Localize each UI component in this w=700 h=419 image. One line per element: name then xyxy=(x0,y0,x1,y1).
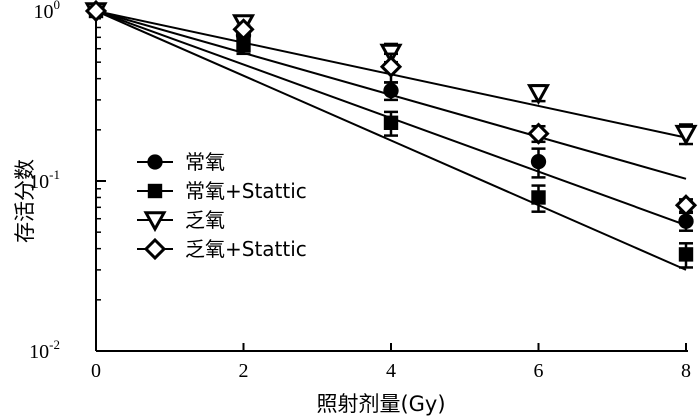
marker-square xyxy=(383,115,399,130)
x-tick-label: 2 xyxy=(239,360,249,382)
y-tick-label: 10-1 xyxy=(29,167,60,193)
marker-triangle xyxy=(526,84,551,105)
series-3 xyxy=(84,0,698,217)
marker-circle xyxy=(678,213,694,229)
y-tick-label: 10-2 xyxy=(29,337,60,363)
marker-diamond xyxy=(527,122,550,145)
marker-diamond xyxy=(674,194,698,217)
marker-square xyxy=(678,247,694,262)
marker-diamond xyxy=(379,55,403,78)
legend-label: 乏氧+Stattic xyxy=(185,237,307,261)
legend-label: 常氧+Stattic xyxy=(185,179,307,203)
x-tick-label: 0 xyxy=(91,360,101,382)
x-axis-title: 照射剂量(Gy) xyxy=(316,392,445,416)
x-tick-label: 8 xyxy=(681,360,691,382)
marker-square xyxy=(147,183,163,199)
fit-line xyxy=(95,10,687,180)
fit-line xyxy=(95,10,687,271)
y-tick-label: 100 xyxy=(34,0,61,23)
legend-label: 常氧 xyxy=(185,150,225,174)
marker-diamond xyxy=(143,237,167,261)
marker-triangle xyxy=(143,211,167,233)
marker-diamond xyxy=(232,18,255,41)
marker-circle xyxy=(530,153,547,170)
marker-triangle xyxy=(674,124,698,146)
legend-label: 乏氧 xyxy=(185,208,225,232)
series-1 xyxy=(88,3,694,271)
x-tick-label: 4 xyxy=(386,360,396,382)
y-axis-title: 存活分数 xyxy=(13,159,37,243)
marker-square xyxy=(531,190,546,205)
x-tick-label: 6 xyxy=(534,360,544,382)
marker-circle xyxy=(147,154,163,170)
marker-diamond xyxy=(84,0,108,23)
